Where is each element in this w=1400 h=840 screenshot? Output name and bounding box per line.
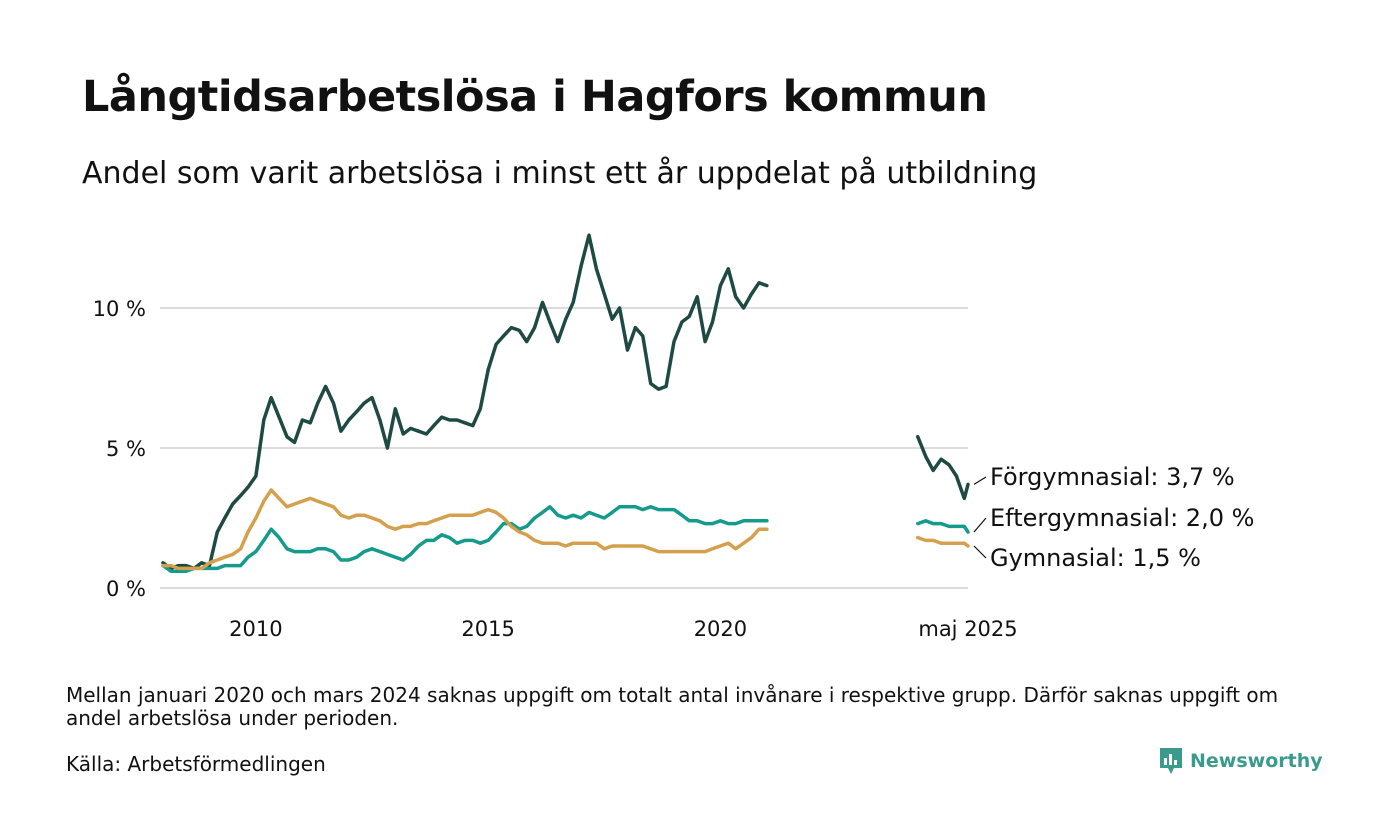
label-connector [973,476,987,485]
y-tick-label: 5 % [106,437,146,461]
x-tick-label: 2020 [694,617,747,641]
series-end-label-eftergymnasial: Eftergymnasial: 2,0 % [990,504,1254,532]
label-connector [973,517,987,533]
line-chart: 0 % 5 % 10 % 2010 2015 2020 maj 2025 Förgymna… [93,233,1254,641]
brand-logo: Newsworthy [1158,746,1323,776]
series-end-label-forgymnasial: Förgymnasial: 3,7 % [990,463,1235,491]
brand-name: Newsworthy [1190,750,1323,772]
chart-subtitle: Andel som varit arbetslösa i minst ett å… [82,156,1038,191]
y-tick-label: 10 % [93,297,146,321]
series-line-eftergymnasial-1 [161,505,769,573]
label-connector [973,545,987,559]
x-tick-label: 2010 [229,617,282,641]
series-line-forgymnasial-2 [916,435,970,501]
y-axis-labels: 0 % 5 % 10 % [93,297,146,601]
x-tick-label: maj 2025 [918,617,1017,641]
x-tick-label: 2015 [461,617,514,641]
series-line-gymnasial-2 [916,535,970,548]
x-axis-labels: 2010 2015 2020 maj 2025 [229,617,1017,641]
y-tick-label: 0 % [106,577,146,601]
series-end-label-gymnasial: Gymnasial: 1,5 % [990,544,1201,572]
chart-title: Långtidsarbetslösa i Hagfors kommun [82,72,988,122]
series-line-forgymnasial-1 [161,233,769,571]
source-text: Källa: Arbetsförmedlingen [66,752,326,776]
series-line-gymnasial-1 [161,488,769,571]
footnote: Mellan januari 2020 och mars 2024 saknas… [66,683,1279,730]
series-line-eftergymnasial-2 [916,519,970,534]
series-lines [161,233,970,573]
newsworthy-logo-icon [1160,748,1182,774]
grid-lines [160,307,968,589]
series-end-labels: Förgymnasial: 3,7 % Eftergymnasial: 2,0 %… [973,463,1254,572]
